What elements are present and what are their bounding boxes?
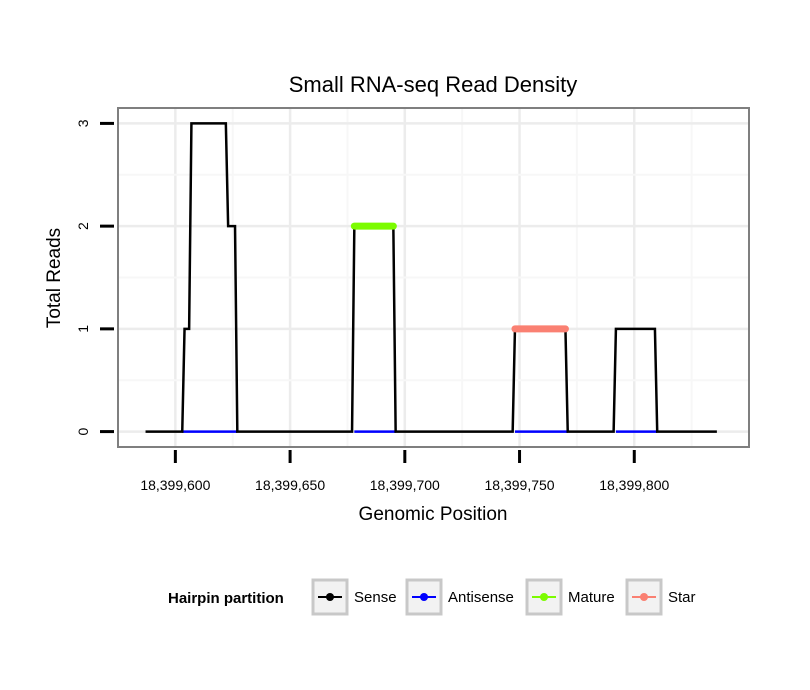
axis-ticks: 18,399,600 18,399,650 18,399,700 18,399,750… <box>75 119 670 493</box>
legend-key-dot <box>540 593 548 601</box>
y-tick-label: 0 <box>75 427 91 435</box>
legend-key-dot <box>420 593 428 601</box>
x-tick-label: 18,399,600 <box>140 477 210 493</box>
legend: Hairpin partition Sense Antisense Mature St… <box>168 578 696 616</box>
legend-title: Hairpin partition <box>168 590 284 607</box>
chart-title: Small RNA-seq Read Density <box>289 72 578 97</box>
legend-entry-star: Star <box>625 578 696 616</box>
x-tick-label: 18,399,750 <box>485 477 555 493</box>
x-tick-label: 18,399,650 <box>255 477 325 493</box>
y-tick-label: 1 <box>75 325 91 333</box>
y-axis-label: Total Reads <box>44 228 65 328</box>
legend-entry-sense: Sense <box>311 578 397 616</box>
legend-label: Mature <box>568 589 615 606</box>
plot-border <box>117 107 750 448</box>
series-group <box>145 122 717 433</box>
x-tick-label: 18,399,700 <box>370 477 440 493</box>
legend-entry-mature: Mature <box>525 578 615 616</box>
legend-label: Antisense <box>448 589 514 606</box>
plot-area <box>117 107 750 448</box>
legend-key-dot <box>326 593 334 601</box>
legend-entry-antisense: Antisense <box>405 578 514 616</box>
x-axis-label: Genomic Position <box>359 504 508 525</box>
legend-label: Star <box>668 589 696 606</box>
legend-key-dot <box>640 593 648 601</box>
legend-label: Sense <box>354 589 397 606</box>
x-tick-label: 18,399,800 <box>599 477 669 493</box>
y-tick-label: 2 <box>75 222 91 230</box>
y-tick-label: 3 <box>75 119 91 127</box>
